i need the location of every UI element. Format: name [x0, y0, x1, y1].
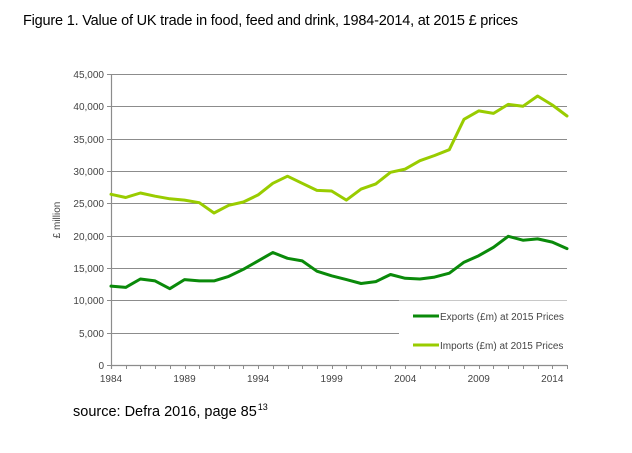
y-tick-label: 35,000 — [73, 135, 104, 146]
y-tick-label: 25,000 — [73, 199, 104, 210]
y-tick-label: 40,000 — [73, 102, 104, 113]
source-footnote-ref: 13 — [257, 402, 268, 412]
legend-label-imports: Imports (£m) at 2015 Prices — [440, 341, 563, 352]
y-tick-label: 45,000 — [73, 70, 104, 81]
legend-label-exports: Exports (£m) at 2015 Prices — [440, 312, 564, 323]
y-axis: 0 5,000 10,000 15,000 20,000 25,000 30,000 35,0… — [73, 70, 113, 372]
legend: Exports (£m) at 2015 Prices Imports (£m)… — [399, 300, 567, 358]
series-lines — [109, 94, 569, 291]
y-tick-label: 0 — [98, 361, 104, 372]
series-line-exports — [109, 234, 569, 291]
x-tick-label: 1984 — [100, 374, 123, 385]
y-tick-label: 20,000 — [73, 232, 104, 243]
figure-title: Figure 1. Value of UK trade in food, fee… — [23, 13, 518, 29]
gridlines — [111, 74, 567, 334]
x-tick-label: 2014 — [541, 374, 564, 385]
y-tick-label: 10,000 — [73, 296, 104, 307]
x-tick-label: 1989 — [173, 374, 196, 385]
y-tick-label: 15,000 — [73, 264, 104, 275]
x-tick-label: 2004 — [394, 374, 417, 385]
x-tick-label: 1999 — [321, 374, 344, 385]
y-tick-label: 5,000 — [79, 329, 104, 340]
legend-box — [399, 300, 567, 358]
y-tick-label: 30,000 — [73, 167, 104, 178]
source-text: source: Defra 2016, page 85 — [73, 404, 257, 420]
x-tick-label: 2009 — [468, 374, 491, 385]
x-tick-label: 1994 — [247, 374, 270, 385]
x-axis: 1984 1989 1994 1999 2004 2009 2014 — [100, 364, 568, 385]
series-line-imports — [109, 94, 569, 215]
y-axis-label: £ million — [52, 202, 63, 239]
source-note: source: Defra 2016, page 8513 — [73, 402, 268, 420]
